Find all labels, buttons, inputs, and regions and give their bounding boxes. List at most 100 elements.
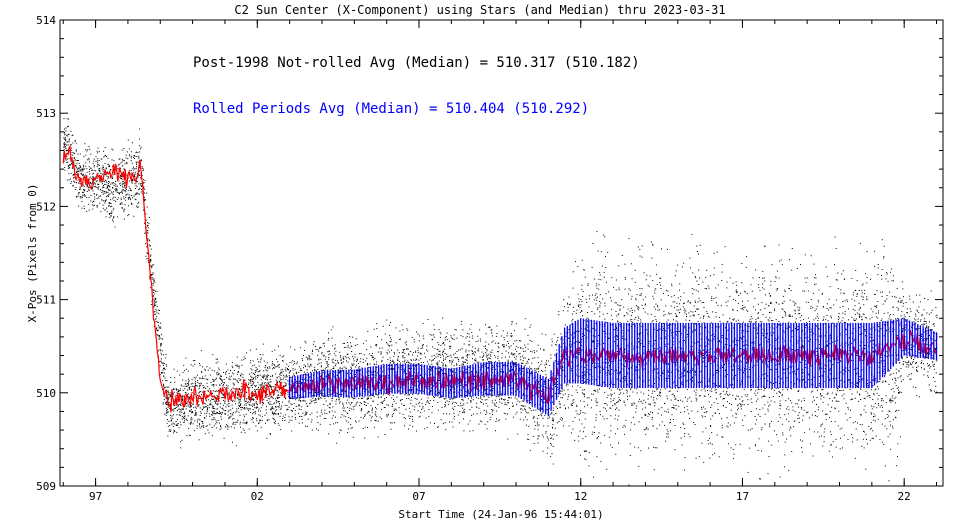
data-point — [72, 185, 74, 186]
data-point — [577, 266, 579, 268]
data-point — [719, 385, 721, 387]
data-point — [892, 400, 894, 402]
data-point — [842, 447, 843, 449]
data-point — [360, 410, 362, 412]
data-point — [340, 358, 342, 360]
data-point — [870, 389, 872, 391]
data-point — [234, 423, 236, 425]
data-point — [689, 267, 691, 269]
data-point — [381, 401, 383, 403]
data-point — [706, 311, 708, 313]
data-point — [302, 412, 304, 414]
data-point — [165, 402, 167, 404]
data-point — [780, 259, 782, 261]
data-point — [640, 391, 642, 393]
data-point — [616, 345, 618, 347]
data-point — [88, 189, 90, 191]
data-point — [100, 211, 102, 213]
data-point — [492, 340, 494, 342]
data-point — [77, 153, 79, 155]
data-point — [504, 398, 506, 400]
data-point — [517, 389, 518, 391]
data-point — [244, 422, 246, 424]
data-point — [902, 379, 904, 381]
data-point — [424, 356, 426, 358]
data-point — [828, 450, 830, 452]
data-point — [131, 155, 133, 157]
data-point — [897, 377, 899, 379]
data-point — [220, 375, 221, 377]
data-point — [211, 396, 213, 398]
data-point — [455, 368, 457, 370]
data-point — [866, 299, 868, 301]
data-point — [113, 160, 115, 162]
data-point — [476, 397, 477, 399]
data-point — [903, 314, 905, 316]
data-point — [489, 379, 491, 381]
data-point — [192, 383, 194, 385]
data-point — [309, 364, 311, 366]
data-point — [203, 425, 205, 427]
data-point — [269, 433, 271, 435]
data-point — [653, 397, 655, 399]
data-point — [295, 418, 297, 420]
data-point — [788, 287, 790, 289]
data-point — [242, 395, 244, 397]
data-point — [531, 362, 533, 364]
data-point — [392, 359, 394, 361]
data-point — [765, 363, 767, 365]
data-point — [505, 350, 507, 352]
data-point — [556, 434, 558, 436]
data-point — [867, 392, 869, 394]
data-point — [151, 266, 153, 268]
data-point — [483, 345, 485, 347]
data-point — [80, 167, 82, 169]
data-point — [692, 293, 694, 295]
data-point — [328, 338, 329, 340]
data-point — [167, 391, 168, 393]
data-point — [804, 333, 806, 335]
data-point — [222, 393, 224, 395]
data-point — [228, 416, 230, 418]
data-point — [88, 159, 90, 161]
data-point — [905, 302, 907, 303]
data-point — [770, 280, 772, 282]
data-point — [422, 377, 424, 379]
data-point — [694, 374, 696, 376]
data-point — [771, 444, 773, 446]
data-point — [473, 352, 474, 354]
data-point — [845, 342, 847, 344]
data-point — [133, 166, 134, 168]
data-point — [194, 413, 196, 415]
data-point — [295, 381, 297, 382]
data-point — [931, 351, 933, 353]
data-point — [816, 387, 817, 388]
data-point — [715, 316, 717, 318]
data-point — [831, 341, 833, 343]
data-point — [284, 420, 286, 421]
data-point — [684, 433, 686, 434]
data-point — [878, 335, 880, 337]
data-point — [589, 357, 591, 359]
data-point — [732, 365, 734, 367]
data-point — [151, 277, 153, 279]
data-point — [81, 169, 83, 170]
data-point — [75, 182, 77, 184]
data-point — [873, 394, 875, 396]
data-point — [102, 185, 104, 186]
data-point — [713, 298, 715, 300]
data-point — [329, 407, 331, 409]
data-point — [684, 407, 685, 409]
data-point — [539, 411, 541, 413]
data-point — [376, 387, 378, 389]
data-point — [925, 326, 927, 328]
data-point — [743, 349, 745, 351]
data-point — [603, 330, 605, 332]
data-point — [230, 370, 231, 371]
data-point — [443, 398, 445, 400]
data-point — [345, 346, 347, 348]
data-point — [685, 396, 686, 398]
data-point — [176, 410, 178, 412]
data-point — [207, 379, 209, 381]
data-point — [874, 389, 876, 391]
